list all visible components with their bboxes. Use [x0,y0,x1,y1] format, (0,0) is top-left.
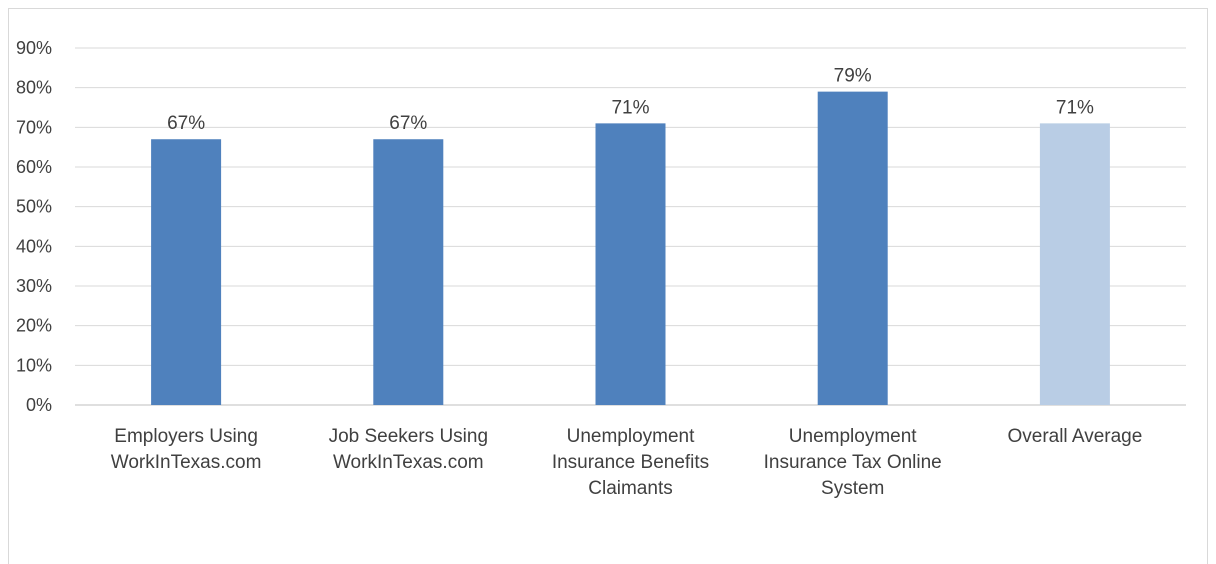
y-tick-label: 40% [16,236,52,256]
y-tick-label: 10% [16,355,52,375]
bar [1039,123,1110,405]
category-label: Unemployment [567,426,695,447]
category-label: Unemployment [789,426,917,447]
y-tick-label: 50% [16,197,52,217]
data-label: 71% [1056,97,1094,118]
bar [373,139,444,405]
category-label: Job Seekers Using [329,426,488,447]
category-label: Insurance Benefits [552,452,709,473]
y-tick-label: 70% [16,117,52,137]
category-label: WorkInTexas.com [111,452,262,473]
data-label: 67% [167,113,205,134]
category-labels: Employers Using WorkInTexas.com Job Seeker… [111,426,1143,499]
y-tick-label: 80% [16,78,52,98]
category-label: Claimants [588,478,672,499]
data-label: 67% [389,113,427,134]
bar [817,91,888,405]
data-label: 71% [611,97,649,118]
bars [151,91,1110,405]
category-label: Insurance Tax Online [764,452,942,473]
y-tick-label: 20% [16,316,52,336]
data-label: 79% [834,66,872,87]
category-label: Overall Average [1007,426,1142,447]
category-label: Employers Using [114,426,258,447]
y-tick-label: 0% [26,395,52,415]
category-label: System [821,478,884,499]
y-axis-tick-labels: 0% 10% 20% 30% 40% 50% 60% 70% 80% 90% [16,38,52,415]
category-label: WorkInTexas.com [333,452,484,473]
data-labels: 67% 67% 71% 79% 71% [167,66,1094,135]
y-tick-label: 90% [16,38,52,58]
y-tick-label: 30% [16,276,52,296]
bar [595,123,666,405]
chart-frame [8,8,1208,564]
y-tick-label: 60% [16,157,52,177]
bar [151,139,222,405]
